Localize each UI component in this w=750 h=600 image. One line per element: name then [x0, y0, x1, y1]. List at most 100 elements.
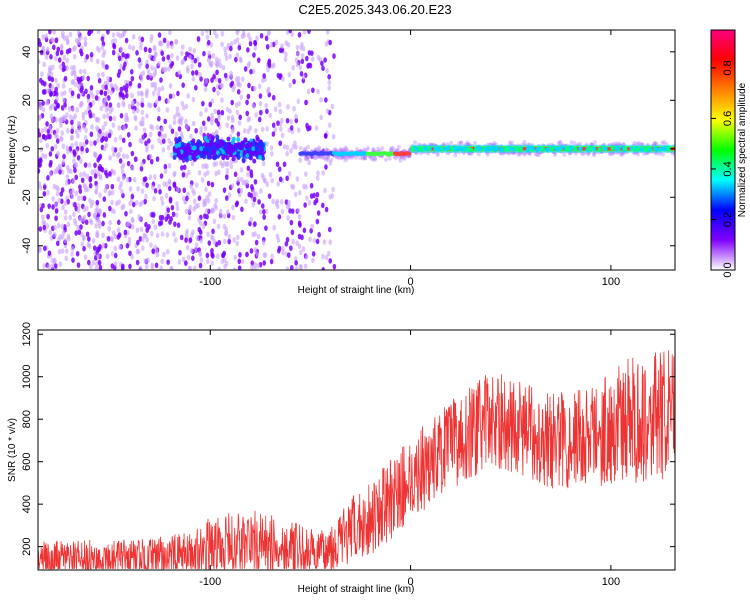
spectrogram-speckle [151, 248, 155, 255]
spectrogram-speckle [312, 237, 317, 244]
spectrogram-speckle [221, 252, 225, 259]
spectrogram-halo-cell [348, 155, 353, 160]
spectrogram-speckle [266, 30, 271, 37]
spectrogram-halo-cell [661, 152, 666, 157]
spectrogram-speckle [143, 198, 147, 205]
spectrogram-band-cell [578, 146, 583, 152]
spectrogram-speckle [146, 74, 150, 81]
spectrogram-speckle [102, 196, 107, 202]
spectrogram-speckle [82, 195, 87, 202]
spectrogram-speckle [182, 187, 187, 194]
spectrogram-speckle [133, 115, 138, 122]
spectrogram-speckle [271, 198, 275, 205]
spectrogram-speckle [332, 53, 336, 59]
spectrogram-speckle [234, 76, 239, 82]
spectrogram-band-cell [446, 145, 451, 151]
spectrogram-speckle [159, 265, 164, 270]
spectrogram-speckle [294, 260, 298, 266]
spectrogram-speckle [123, 30, 128, 34]
spectrogram-speckle [227, 233, 232, 240]
spectrogram-halo-cell [632, 141, 637, 146]
spectrogram-speckle [240, 229, 245, 236]
spectrogram-speckle [290, 264, 294, 270]
spectrogram-speckle [294, 266, 299, 270]
spectrogram-speckle [157, 95, 162, 102]
spectrogram-speckle [100, 36, 105, 42]
spectrogram-speckle [169, 216, 173, 222]
spectrogram-speckle [225, 209, 230, 215]
spectrogram-speckle [280, 208, 285, 215]
spectrogram-speckle [304, 99, 308, 106]
spectrogram-speckle [165, 107, 170, 113]
spectrogram-speckle [144, 193, 148, 200]
spectrogram-speckle [328, 258, 333, 264]
spectrogram-speckle [307, 199, 312, 206]
spectrogram-speckle [73, 113, 78, 119]
spectrogram-speckle [265, 141, 269, 147]
spectrogram-speckle [38, 226, 43, 232]
spectrogram-speckle [297, 213, 302, 220]
spectrogram-cluster-cell [202, 154, 207, 160]
spectrogram-speckle [198, 250, 202, 257]
spectrogram-halo-cell [373, 156, 378, 161]
spectrogram-speckle [140, 36, 145, 43]
spectrogram-speckle [63, 209, 68, 215]
spectrogram-speckle [143, 233, 148, 239]
spectrogram-speckle [245, 179, 249, 186]
spectrogram-speckle [54, 168, 59, 174]
spectrogram-speckle [254, 112, 258, 118]
spectrogram-speckle [160, 258, 164, 265]
spectrogram-speckle [227, 192, 232, 198]
spectrogram-speckle [287, 252, 291, 258]
spectrogram-halo-cell [552, 152, 557, 158]
spectrogram-speckle [310, 56, 315, 62]
spectrogram-speckle [146, 257, 150, 263]
spectrogram-speckle [262, 73, 266, 79]
spectrogram-speckle [43, 126, 48, 133]
spectrogram-speckle [55, 138, 60, 144]
spectrogram-speckle [198, 262, 203, 269]
spectrogram-speckle [247, 115, 252, 122]
spectrogram-halo-cell [619, 152, 624, 157]
spectrogram-speckle [169, 152, 174, 158]
spectrogram-halo-cell [388, 147, 393, 152]
spectrogram-speckle [90, 124, 94, 130]
spectrogram-band-cell [410, 146, 415, 152]
spectrogram-band-cell [468, 147, 474, 153]
spectrogram-speckle [148, 174, 153, 181]
spectrogram-speckle [196, 202, 200, 209]
spectrogram-speckle [316, 210, 321, 216]
spectrogram-speckle [224, 55, 229, 61]
spectrogram-speckle [237, 265, 242, 270]
spectrogram-signal-cell [407, 151, 412, 156]
snr-y-tick-label: 200 [21, 537, 33, 555]
spectrogram-speckle [289, 219, 294, 226]
spectrogram-halo-cell [660, 140, 665, 146]
spectrogram-speckle [199, 111, 203, 117]
spectrogram-speckle [305, 122, 309, 129]
spectrogram-speckle [266, 66, 270, 73]
spectrogram-speckle [79, 35, 83, 41]
spectrogram-speckle [139, 165, 144, 172]
spectrogram-speckle [40, 71, 44, 77]
spectrogram-speckle [147, 53, 152, 60]
spectrogram-speckle [160, 50, 165, 57]
spectrogram-speckle [38, 114, 42, 120]
spectrogram-speckle [252, 196, 257, 203]
spectrogram-halo-cell [396, 144, 401, 149]
spectrogram-speckle [50, 76, 55, 83]
spectrogram-speckle [272, 224, 276, 231]
spectrogram-speckle [83, 135, 88, 141]
spectrogram-speckle [181, 58, 186, 65]
spectrogram-speckle [207, 191, 212, 197]
spectrogram-speckle [48, 91, 53, 97]
spectrogram-speckle [81, 111, 86, 118]
spectrogram-speckle [93, 162, 97, 169]
spectrogram-cluster-cell [251, 141, 256, 147]
spectrogram-band-cell [540, 146, 546, 152]
spectrogram-speckle [264, 102, 269, 109]
spectrogram-speckle [263, 252, 268, 258]
spectrogram-speckle [100, 44, 105, 51]
spectrogram-speckle [237, 44, 242, 51]
spectrogram-cluster-cell [215, 143, 220, 149]
